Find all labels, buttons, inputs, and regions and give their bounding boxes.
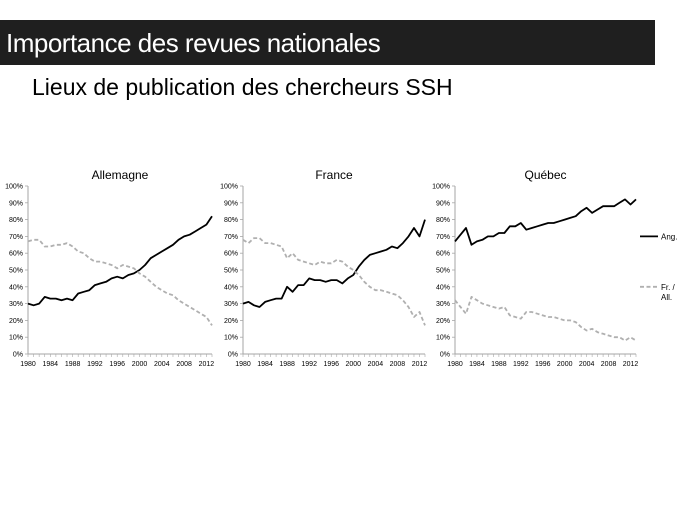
x-tick-label: 2004 (368, 361, 384, 368)
x-tick-label: 1992 (513, 361, 529, 368)
x-tick-label: 2000 (132, 361, 148, 368)
x-tick-label: 2012 (623, 361, 639, 368)
x-tick-label: 2000 (557, 361, 573, 368)
x-tick-label: 2012 (199, 361, 215, 368)
y-tick-label: 100% (220, 184, 238, 191)
series-line-english (454, 198, 637, 246)
y-tick-label: 0% (228, 352, 238, 359)
y-tick-label: 70% (9, 234, 23, 241)
legend-label-english: Ang. (661, 232, 677, 241)
y-tick-label: 100% (432, 184, 450, 191)
y-tick-label: 30% (436, 301, 450, 308)
series-line-national (454, 295, 637, 342)
x-tick-label: 1988 (491, 361, 507, 368)
slide-subtitle: Lieux de publication des chercheurs SSH (32, 74, 453, 100)
y-tick-label: 90% (224, 200, 238, 207)
x-tick-label: 1988 (65, 361, 81, 368)
y-tick-label: 40% (9, 284, 23, 291)
y-tick-label: 10% (9, 335, 23, 342)
x-tick-label: 1984 (469, 361, 485, 368)
y-tick-label: 60% (9, 251, 23, 258)
x-tick-label: 1980 (20, 361, 36, 368)
y-tick-label: 10% (436, 335, 450, 342)
y-tick-label: 0% (13, 352, 23, 359)
chart-title: Allemagne (92, 168, 149, 182)
y-tick-label: 0% (440, 352, 450, 359)
x-tick-label: 1992 (87, 361, 103, 368)
y-tick-label: 90% (9, 200, 23, 207)
y-tick-label: 40% (224, 284, 238, 291)
series-line-national (27, 238, 213, 326)
y-tick-label: 70% (436, 234, 450, 241)
series-line-english (242, 219, 426, 308)
chart-2: Québec 0% 10% 20% 30% 40% 50% 60% 70% 80% 90% 100% 1… (432, 168, 677, 368)
x-tick-label: 1992 (301, 361, 317, 368)
x-tick-label: 2000 (346, 361, 362, 368)
title-bar: Importance des revues nationales (0, 20, 655, 65)
x-tick-label: 2008 (176, 361, 192, 368)
y-tick-label: 30% (224, 301, 238, 308)
y-tick-label: 30% (9, 301, 23, 308)
y-tick-label: 60% (436, 251, 450, 258)
y-tick-label: 70% (224, 234, 238, 241)
y-tick-label: 50% (9, 268, 23, 275)
y-tick-label: 50% (224, 268, 238, 275)
series-line-national (242, 237, 426, 326)
chart-0: Allemagne 0% 10% 20% 30% 40% 50% 60% 70% 80% 90% 10… (5, 168, 214, 368)
x-tick-label: 2004 (154, 361, 170, 368)
y-tick-label: 80% (224, 217, 238, 224)
x-tick-label: 1996 (109, 361, 125, 368)
x-tick-label: 2008 (390, 361, 406, 368)
series-line-english (27, 215, 213, 307)
x-tick-label: 2012 (412, 361, 428, 368)
x-tick-label: 1984 (257, 361, 273, 368)
y-tick-label: 20% (9, 318, 23, 325)
y-tick-label: 20% (436, 318, 450, 325)
y-tick-label: 50% (436, 268, 450, 275)
legend-label-national: Fr. / (661, 283, 676, 292)
x-tick-label: 2004 (579, 361, 595, 368)
y-tick-label: 40% (436, 284, 450, 291)
x-tick-label: 1980 (235, 361, 251, 368)
x-tick-label: 1988 (279, 361, 295, 368)
legend-label-national-2: All. (661, 293, 672, 302)
charts-panel: Allemagne 0% 10% 20% 30% 40% 50% 60% 70% 80% 90% 10… (5, 168, 677, 368)
x-tick-label: 1980 (447, 361, 463, 368)
y-tick-label: 10% (224, 335, 238, 342)
y-tick-label: 90% (436, 200, 450, 207)
chart-title: Québec (524, 168, 566, 182)
y-tick-label: 60% (224, 251, 238, 258)
y-tick-label: 80% (9, 217, 23, 224)
x-tick-label: 1984 (43, 361, 59, 368)
slide-title: Importance des revues nationales (6, 28, 381, 58)
y-tick-label: 100% (5, 184, 23, 191)
chart-title: France (315, 168, 353, 182)
x-tick-label: 1996 (535, 361, 551, 368)
chart-1: France 0% 10% 20% 30% 40% 50% 60% 70% 80% 90% 100% 1… (220, 168, 427, 368)
x-tick-label: 2008 (601, 361, 617, 368)
y-tick-label: 80% (436, 217, 450, 224)
y-tick-label: 20% (224, 318, 238, 325)
x-tick-label: 1996 (323, 361, 339, 368)
